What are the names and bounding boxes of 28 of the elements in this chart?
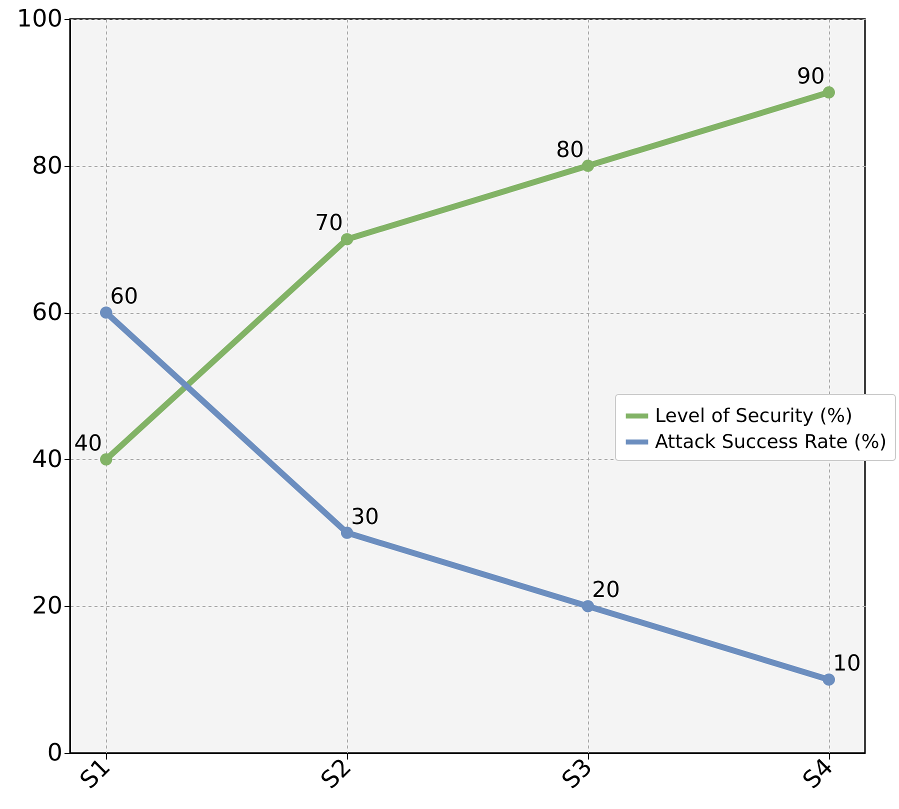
data-label: 40 (74, 431, 102, 456)
point (340, 526, 354, 539)
data-label: 30 (351, 504, 380, 530)
x-tick-label: S3 (556, 752, 598, 794)
point (340, 233, 354, 246)
y-tick-label: 20 (32, 592, 62, 620)
y-tick-label: 60 (32, 298, 62, 326)
x-tick-label: S1 (74, 752, 116, 794)
data-label: 90 (796, 64, 825, 90)
y-tick-label: 0 (47, 738, 62, 766)
point (100, 306, 112, 319)
point (582, 600, 594, 612)
point (582, 160, 594, 172)
point (822, 86, 835, 99)
point (100, 453, 112, 466)
y-tick-label: 80 (32, 151, 62, 180)
legend-label: Level of Security (%) (655, 405, 852, 427)
x-tick-label: S2 (315, 752, 357, 794)
point (822, 673, 835, 686)
data-label: 10 (832, 652, 861, 677)
x-tick-label: S4 (797, 752, 839, 794)
data-label: 80 (556, 138, 584, 163)
data-label: 20 (592, 578, 620, 604)
y-tick-label: 40 (32, 444, 62, 473)
data-label: 70 (315, 211, 344, 236)
data-label: 60 (110, 284, 138, 310)
y-tick-label: 100 (16, 4, 62, 32)
legend-label: Attack Success Rate (%) (655, 431, 887, 453)
